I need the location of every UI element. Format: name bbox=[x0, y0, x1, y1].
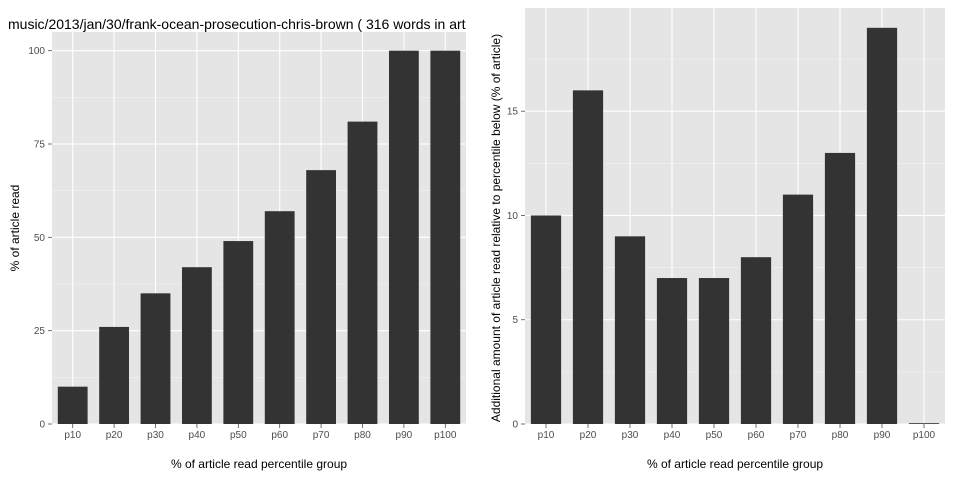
left-y-tick-label: 50 bbox=[34, 233, 46, 244]
left-bar-p80 bbox=[347, 121, 378, 424]
right-x-axis-label: % of article read percentile group bbox=[647, 457, 823, 471]
right-bar-p40 bbox=[656, 278, 688, 424]
right-chart: 0 5 10 15 p10 p20 p30 p40 p50 p60 p70 p80 p90 p100 %… bbox=[489, 8, 945, 471]
right-x-axis: p10 p20 p30 p40 p50 p60 p70 p80 p90 p100 bbox=[538, 424, 936, 441]
right-bar-p30 bbox=[614, 236, 646, 424]
left-x-tick-label: p20 bbox=[106, 430, 123, 441]
left-bar-p10 bbox=[57, 386, 88, 424]
left-y-tick-label: 100 bbox=[28, 46, 45, 57]
left-x-tick-label: p50 bbox=[230, 430, 247, 441]
left-bar-p70 bbox=[306, 170, 337, 424]
right-x-tick-label: p20 bbox=[580, 430, 597, 441]
right-y-tick-label: 10 bbox=[507, 211, 519, 222]
left-x-tick-label: p90 bbox=[396, 430, 413, 441]
right-x-tick-label: p90 bbox=[874, 430, 891, 441]
left-y-tick-label: 75 bbox=[34, 140, 46, 151]
right-x-tick-label: p40 bbox=[664, 430, 681, 441]
right-x-tick-label: p100 bbox=[913, 430, 936, 441]
right-bar-p60 bbox=[740, 257, 772, 424]
left-x-tick-label: p60 bbox=[271, 430, 288, 441]
right-bars bbox=[530, 27, 940, 425]
left-chart-title: music/2013/jan/30/frank-ocean-prosecutio… bbox=[8, 16, 466, 32]
right-bar-p50 bbox=[698, 278, 730, 424]
left-y-axis: 0 25 50 75 100 bbox=[28, 46, 52, 431]
left-bar-p90 bbox=[388, 50, 419, 425]
left-x-tick-label: p70 bbox=[313, 430, 330, 441]
right-x-tick-label: p60 bbox=[748, 430, 765, 441]
left-y-tick-label: 0 bbox=[39, 420, 45, 431]
right-x-tick-label: p10 bbox=[538, 430, 555, 441]
left-y-tick-label: 25 bbox=[34, 326, 46, 337]
right-bar-p20 bbox=[572, 90, 604, 425]
right-y-tick-label: 5 bbox=[512, 315, 518, 326]
left-x-tick-label: p30 bbox=[147, 430, 164, 441]
right-y-axis: 0 5 10 15 bbox=[507, 107, 525, 431]
right-y-tick-label: 0 bbox=[512, 420, 518, 431]
right-bar-p100 bbox=[908, 423, 940, 424]
right-bar-p90 bbox=[866, 27, 898, 425]
right-bar-p80 bbox=[824, 152, 856, 424]
right-y-axis-label: Additional amount of article read relati… bbox=[489, 34, 503, 422]
right-x-tick-label: p30 bbox=[622, 430, 639, 441]
left-bars bbox=[57, 50, 461, 425]
right-x-tick-label: p80 bbox=[832, 430, 849, 441]
left-x-tick-label: p10 bbox=[64, 430, 81, 441]
left-chart: music/2013/jan/30/frank-ocean-prosecutio… bbox=[8, 16, 466, 471]
right-bar-p70 bbox=[782, 194, 814, 424]
left-bar-p100 bbox=[430, 50, 461, 425]
left-x-axis: p10 p20 p30 p40 p50 p60 p70 p80 p90 p100 bbox=[64, 424, 457, 441]
left-y-axis-label: % of article read bbox=[8, 185, 22, 272]
left-bar-p40 bbox=[181, 267, 212, 424]
right-y-tick-label: 15 bbox=[507, 107, 519, 118]
left-bar-p50 bbox=[223, 241, 254, 424]
left-x-axis-label: % of article read percentile group bbox=[171, 457, 347, 471]
left-x-tick-label: p40 bbox=[189, 430, 206, 441]
right-x-tick-label: p50 bbox=[706, 430, 723, 441]
left-x-tick-label: p80 bbox=[354, 430, 371, 441]
right-x-tick-label: p70 bbox=[790, 430, 807, 441]
left-x-tick-label: p100 bbox=[434, 430, 457, 441]
left-bar-p30 bbox=[140, 293, 171, 424]
right-bar-p10 bbox=[530, 215, 562, 424]
left-bar-p20 bbox=[99, 326, 130, 424]
left-bar-p60 bbox=[264, 211, 295, 424]
